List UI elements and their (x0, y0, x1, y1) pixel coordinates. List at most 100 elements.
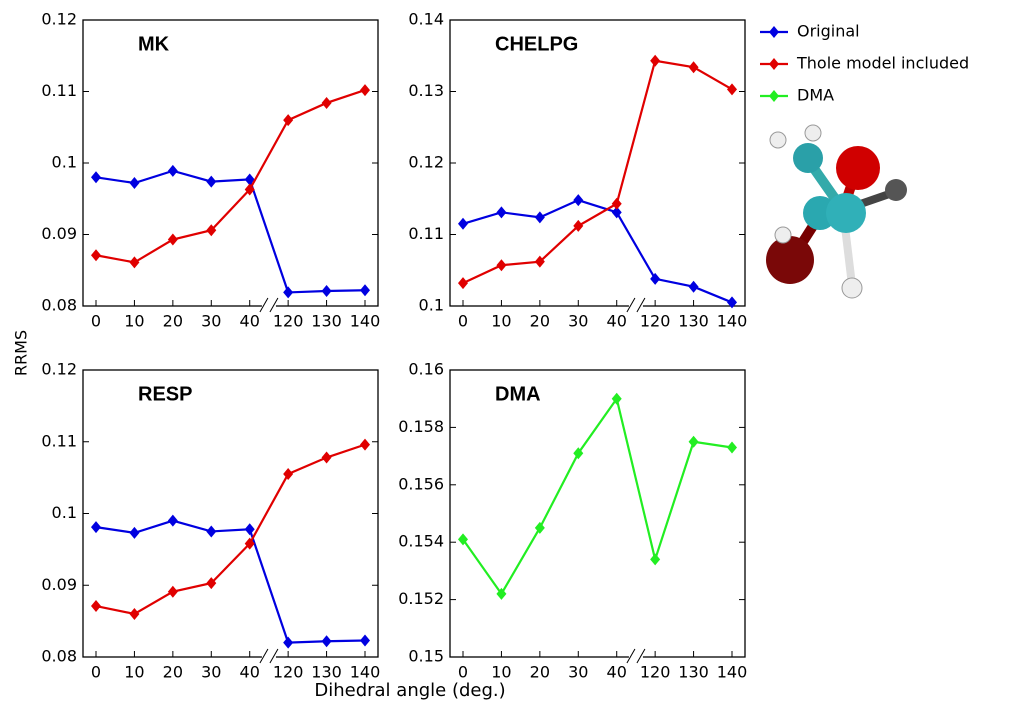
x-tick-label: 130 (311, 312, 342, 331)
point-marker (535, 211, 545, 223)
x-tick-label: 140 (717, 312, 748, 331)
point-marker (360, 439, 370, 451)
molecule-illustration (766, 125, 907, 298)
series-line (96, 521, 365, 643)
series-line (463, 61, 732, 283)
y-tick-label: 0.09 (41, 575, 77, 594)
point-marker (496, 206, 506, 218)
point-marker (91, 600, 101, 612)
y-tick-label: 0.1 (52, 503, 77, 522)
x-tick-label: 10 (491, 663, 511, 682)
plot-frame (83, 20, 378, 306)
point-marker (168, 515, 178, 527)
y-tick-label: 0.12 (408, 153, 444, 172)
plot-frame (450, 20, 745, 306)
x-axis-label: Dihedral angle (deg.) (314, 680, 505, 701)
y-tick-label: 0.13 (408, 81, 444, 100)
x-tick-label: 120 (640, 312, 671, 331)
point-marker (283, 637, 293, 649)
point-marker (283, 286, 293, 298)
point-marker (168, 165, 178, 177)
x-tick-label: 40 (240, 312, 260, 331)
y-tick-label: 0.16 (408, 360, 444, 379)
x-tick-label: 40 (240, 663, 260, 682)
legend-label: Thole model included (796, 54, 969, 73)
y-tick-label: 0.15 (408, 647, 444, 666)
plot-frame (83, 370, 378, 657)
legend-label: Original (797, 22, 860, 41)
series-line (96, 171, 365, 293)
point-marker (689, 61, 699, 73)
x-tick-label: 130 (678, 663, 709, 682)
y-tick-label: 0.09 (41, 224, 77, 243)
point-marker (689, 436, 699, 448)
point-marker (360, 84, 370, 96)
x-tick-label: 0 (458, 663, 468, 682)
x-tick-label: 30 (568, 312, 588, 331)
panel-title: MK (138, 33, 170, 55)
point-marker (91, 171, 101, 183)
point-marker (650, 55, 660, 67)
x-tick-label: 20 (163, 663, 183, 682)
x-tick-label: 140 (350, 312, 381, 331)
y-tick-label: 0.156 (398, 474, 444, 493)
x-tick-label: 140 (717, 663, 748, 682)
y-tick-label: 0.08 (41, 296, 77, 315)
point-marker (612, 198, 622, 210)
x-tick-label: 30 (201, 663, 221, 682)
x-tick-label: 20 (530, 312, 550, 331)
x-tick-label: 10 (124, 312, 144, 331)
x-tick-label: 40 (607, 312, 627, 331)
y-tick-label: 0.1 (419, 296, 444, 315)
x-tick-label: 10 (491, 312, 511, 331)
x-tick-label: 20 (530, 663, 550, 682)
point-marker (206, 176, 216, 188)
y-axis-label: RRMS (12, 330, 31, 376)
y-tick-label: 0.11 (41, 431, 77, 450)
point-marker (322, 635, 332, 647)
point-marker (129, 527, 139, 539)
point-marker (458, 277, 468, 289)
point-marker (129, 177, 139, 189)
x-tick-label: 30 (201, 312, 221, 331)
y-tick-label: 0.12 (41, 10, 77, 29)
legend-marker (769, 58, 779, 70)
legend-label: DMA (797, 86, 834, 105)
x-tick-label: 0 (91, 663, 101, 682)
x-tick-label: 0 (458, 312, 468, 331)
x-tick-label: 10 (124, 663, 144, 682)
x-tick-label: 120 (640, 663, 671, 682)
x-tick-label: 30 (568, 663, 588, 682)
y-tick-label: 0.1 (52, 153, 77, 172)
panel-title: DMA (495, 383, 541, 405)
point-marker (727, 441, 737, 453)
point-marker (573, 194, 583, 206)
point-marker (322, 452, 332, 464)
point-marker (496, 259, 506, 271)
point-marker (360, 634, 370, 646)
y-tick-label: 0.08 (41, 647, 77, 666)
x-tick-label: 120 (273, 663, 304, 682)
point-marker (129, 256, 139, 268)
x-tick-label: 120 (273, 312, 304, 331)
point-marker (360, 284, 370, 296)
x-tick-label: 140 (350, 663, 381, 682)
x-tick-label: 130 (678, 312, 709, 331)
x-tick-label: 0 (91, 312, 101, 331)
point-marker (91, 521, 101, 533)
point-marker (91, 249, 101, 261)
panel-title: RESP (138, 383, 192, 405)
point-marker (727, 83, 737, 95)
point-marker (206, 525, 216, 537)
point-marker (322, 285, 332, 297)
x-tick-label: 20 (163, 312, 183, 331)
point-marker (458, 218, 468, 230)
panel-title: CHELPG (495, 33, 578, 55)
series-line (96, 90, 365, 262)
point-marker (689, 281, 699, 293)
y-tick-label: 0.158 (398, 417, 444, 436)
point-marker (168, 234, 178, 246)
y-tick-label: 0.12 (41, 360, 77, 379)
point-marker (168, 586, 178, 598)
point-marker (245, 523, 255, 535)
